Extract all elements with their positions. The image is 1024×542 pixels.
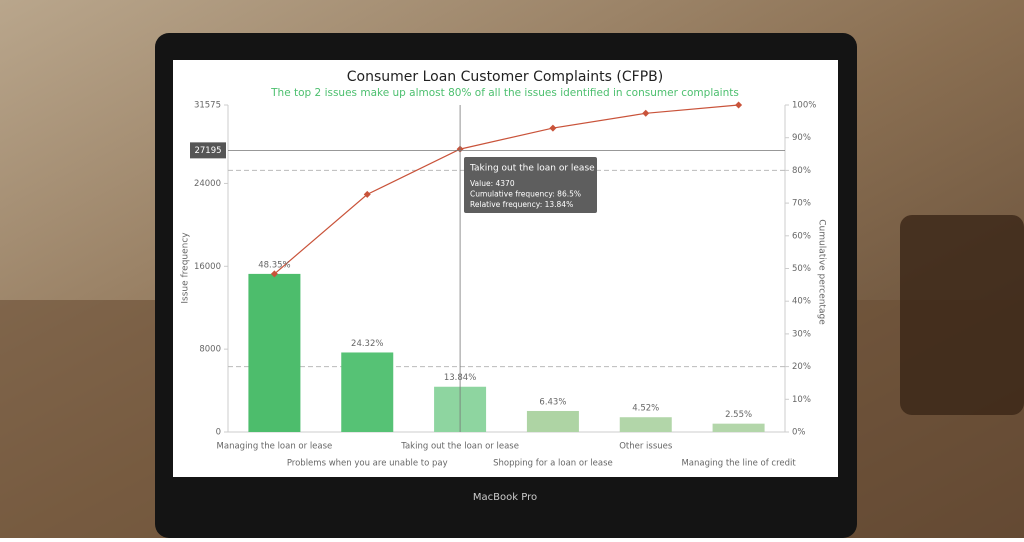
- bar-value-label: 4.52%: [632, 404, 659, 414]
- y-axis-title: Issue frequency: [181, 232, 191, 304]
- chart-title: Consumer Loan Customer Complaints (CFPB): [347, 69, 663, 85]
- bar: [248, 273, 301, 432]
- y2-tick-label: 20%: [792, 362, 811, 372]
- bar: [619, 417, 672, 432]
- cumulative-point: [270, 270, 278, 278]
- tooltip-title: Taking out the loan or lease: [469, 164, 595, 174]
- bar: [341, 352, 394, 432]
- bar-value-label: 48.35%: [258, 260, 290, 270]
- bar-value-label: 2.55%: [725, 410, 752, 420]
- y2-tick-label: 70%: [792, 199, 811, 209]
- y2-tick-label: 10%: [792, 395, 811, 405]
- crosshair-label: 27195: [194, 146, 221, 156]
- jar: [900, 215, 1024, 415]
- device-label: MacBook Pro: [473, 492, 537, 503]
- tooltip-line: Relative frequency: 13.84%: [470, 200, 573, 209]
- y-tick-label: 8000: [199, 345, 221, 355]
- y-tick-label: 0: [216, 428, 221, 438]
- y-tick-label: 16000: [194, 262, 221, 272]
- y2-tick-label: 50%: [792, 264, 811, 274]
- cumulative-line: [274, 104, 739, 275]
- bar: [526, 410, 579, 432]
- tooltip-box: [464, 157, 597, 213]
- x-tick-label: Other issues: [619, 442, 673, 452]
- tooltip-line: Value: 4370: [470, 179, 515, 188]
- x-tick-label: Problems when you are unable to pay: [287, 459, 448, 469]
- y2-tick-label: 40%: [792, 297, 811, 307]
- y2-tick-label: 90%: [792, 133, 811, 143]
- cumulative-point: [549, 124, 557, 132]
- cumulative-point: [642, 109, 650, 117]
- cumulative-point: [735, 101, 743, 109]
- y-tick-label: 31575: [194, 101, 221, 111]
- bar-value-label: 6.43%: [539, 397, 566, 407]
- bar: [712, 423, 765, 432]
- y2-tick-label: 80%: [792, 166, 811, 176]
- y2-tick-label: 100%: [792, 101, 816, 111]
- y2-axis-title: Cumulative percentage: [817, 219, 827, 325]
- bar-value-label: 24.32%: [351, 339, 383, 349]
- x-tick-label: Shopping for a loan or lease: [493, 459, 613, 469]
- x-tick-label: Managing the loan or lease: [217, 442, 333, 452]
- y2-tick-label: 0%: [792, 428, 806, 438]
- x-tick-label: Managing the line of credit: [681, 459, 796, 469]
- y2-tick-label: 30%: [792, 329, 811, 339]
- x-tick-label: Taking out the loan or lease: [400, 442, 519, 452]
- y-tick-label: 24000: [194, 179, 221, 189]
- cumulative-point: [363, 190, 371, 198]
- chart-subtitle: The top 2 issues make up almost 80% of a…: [270, 87, 739, 99]
- y2-tick-label: 60%: [792, 231, 811, 241]
- crosshair-label-box: [190, 142, 226, 159]
- tooltip-line: Cumulative frequency: 86.5%: [470, 190, 581, 199]
